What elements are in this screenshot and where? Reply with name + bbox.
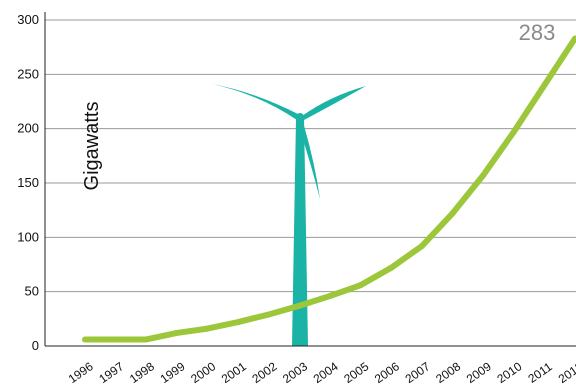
y-axis-label: Gigawatts bbox=[81, 102, 103, 191]
y-tick-label: 0 bbox=[32, 338, 39, 353]
data-point bbox=[204, 325, 211, 332]
data-point bbox=[449, 210, 456, 217]
x-tick-label: 2012 bbox=[556, 359, 576, 386]
turbine-blade-down bbox=[297, 119, 320, 199]
y-tick-label: 250 bbox=[17, 66, 39, 81]
data-point bbox=[388, 264, 395, 271]
y-tick-label: 50 bbox=[25, 284, 39, 299]
data-point bbox=[418, 243, 425, 250]
data-point bbox=[173, 329, 180, 336]
x-tick-label: 2011 bbox=[525, 359, 554, 385]
y-tick-label: 200 bbox=[17, 121, 39, 136]
x-tick-label: 2005 bbox=[341, 359, 371, 386]
data-point bbox=[143, 336, 150, 343]
x-tick-label: 2001 bbox=[219, 359, 249, 386]
x-tick-label: 2003 bbox=[280, 359, 310, 386]
x-tick-label: 2002 bbox=[250, 359, 280, 386]
data-point bbox=[296, 302, 303, 309]
data-point bbox=[510, 128, 517, 135]
turbine-hub bbox=[296, 113, 304, 121]
data-point bbox=[541, 82, 548, 89]
gridlines bbox=[45, 19, 576, 293]
y-tick-label: 100 bbox=[17, 229, 39, 244]
x-tick-label: 1996 bbox=[66, 359, 96, 386]
x-tick-label: 2006 bbox=[372, 359, 402, 386]
y-tick-label: 300 bbox=[17, 12, 39, 27]
x-tick-label: 1997 bbox=[96, 359, 126, 386]
turbine-blade-left bbox=[212, 84, 300, 120]
data-point bbox=[572, 35, 576, 42]
data-point bbox=[112, 336, 119, 343]
x-tick-label: 2007 bbox=[403, 359, 433, 386]
x-tick-label: 2004 bbox=[311, 359, 341, 386]
data-point bbox=[480, 172, 487, 179]
wind-turbine-icon bbox=[212, 84, 366, 346]
x-tick-label: 1999 bbox=[158, 359, 188, 386]
y-tick-label: 150 bbox=[17, 175, 39, 190]
x-tick-label: 2000 bbox=[188, 359, 218, 386]
y-tick-labels: 0 50 100 150 200 250 300 bbox=[17, 12, 39, 353]
data-point bbox=[327, 293, 333, 300]
data-point bbox=[235, 319, 242, 326]
data-point bbox=[357, 282, 364, 289]
x-tick-label: 2008 bbox=[433, 359, 463, 386]
data-point bbox=[265, 311, 272, 318]
end-value-label: 283 bbox=[519, 20, 556, 45]
x-tick-label: 2010 bbox=[495, 359, 525, 386]
turbine-blade-right bbox=[302, 86, 366, 120]
x-tick-label: 2009 bbox=[464, 359, 494, 386]
x-tick-labels: 1996 1997 1998 1999 2000 2001 2002 2003 2004 2005… bbox=[66, 359, 576, 386]
turbine-tower bbox=[292, 118, 308, 346]
x-tick-label: 1998 bbox=[127, 359, 157, 386]
data-point bbox=[82, 336, 88, 343]
data-points bbox=[82, 35, 576, 343]
